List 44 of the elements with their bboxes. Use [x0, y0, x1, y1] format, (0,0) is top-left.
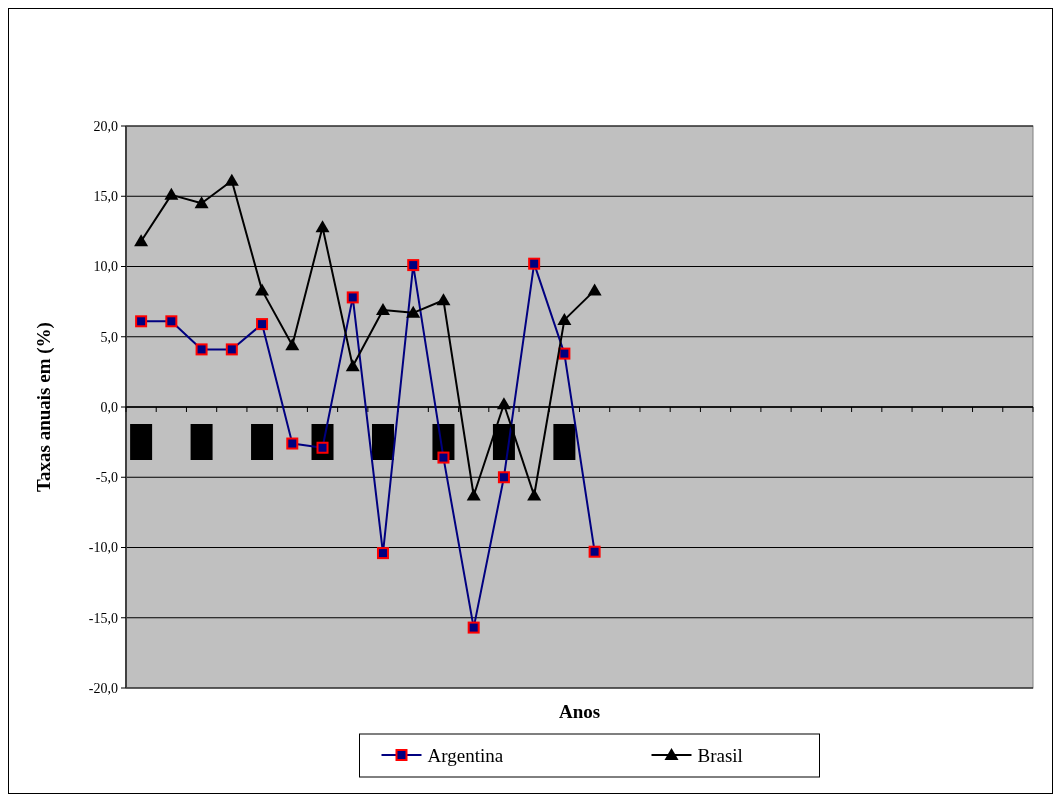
point [588, 545, 601, 558]
point [497, 471, 510, 484]
x-axis-title: Anos [558, 701, 601, 722]
y-tick-label: -15,0 [88, 610, 118, 626]
point [528, 257, 541, 270]
y-tick-label: 15,0 [93, 189, 118, 205]
point [194, 196, 209, 209]
point [345, 359, 360, 372]
point [407, 259, 420, 272]
y-tick-label: 20,0 [93, 118, 118, 134]
point [315, 220, 330, 233]
point [406, 305, 421, 318]
point [286, 437, 299, 450]
point [466, 488, 481, 501]
point [587, 283, 602, 296]
point [134, 234, 149, 247]
y-tick-label: -20,0 [88, 680, 118, 696]
point [436, 293, 451, 306]
y-tick-label: 5,0 [100, 329, 118, 345]
point [376, 547, 389, 560]
point [496, 397, 511, 410]
point [437, 451, 450, 464]
point [527, 488, 542, 501]
legend-label: Brasil [697, 744, 743, 766]
y-tick-label: -5,0 [95, 470, 118, 486]
point [375, 303, 390, 316]
point [255, 283, 270, 296]
legend-label: Argentina [427, 744, 504, 766]
point [256, 318, 269, 331]
point [346, 291, 359, 304]
point [135, 315, 148, 328]
y-tick-label: -10,0 [88, 540, 118, 556]
y-axis-title: Taxas anuais em (%) [33, 322, 55, 492]
point [165, 315, 178, 328]
point [557, 312, 572, 325]
point [224, 173, 239, 186]
point [558, 347, 571, 360]
point [285, 338, 300, 351]
y-tick-label: 0,0 [100, 399, 118, 415]
point [164, 187, 179, 200]
y-tick-label: 10,0 [93, 259, 118, 275]
point [195, 343, 208, 356]
point [467, 621, 480, 634]
point [225, 343, 238, 356]
